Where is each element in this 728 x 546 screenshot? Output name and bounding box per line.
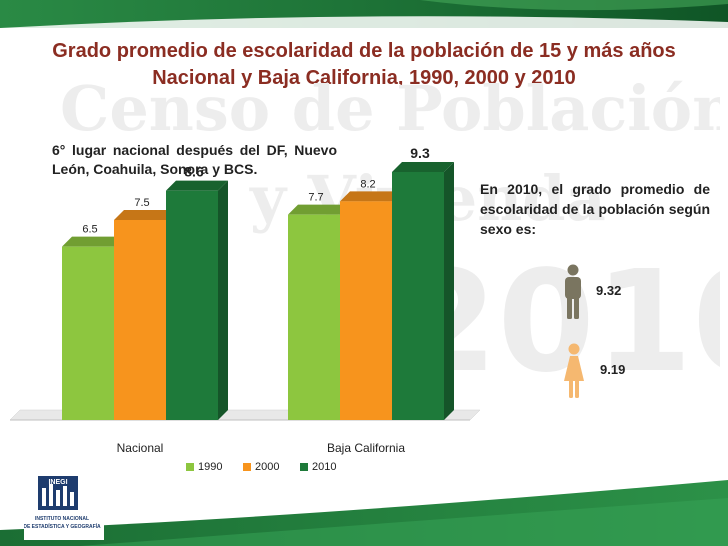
data-label-1-2000: 8.2 (360, 178, 375, 190)
data-label-1-1990: 7.7 (308, 192, 323, 204)
legend-swatch-1990 (186, 463, 194, 471)
female-value: 9.19 (600, 362, 626, 377)
watermark-line-1: Censo de Población (60, 72, 720, 145)
title-line-2: Nacional y Baja California, 1990, 2000 y… (152, 67, 576, 89)
bar-1-2000 (340, 191, 402, 420)
category-label-1: Baja California (327, 441, 405, 455)
ranking-note: 6° lugar nacional después del DF, Nuevo … (52, 142, 337, 177)
slide-title: Grado promedio de escolaridad de la pobl… (0, 38, 728, 92)
bar-0-2010 (166, 180, 228, 420)
category-label-0: Nacional (117, 441, 164, 455)
legend-label-2010: 2010 (312, 461, 336, 473)
legend-label-1990: 1990 (198, 461, 222, 473)
chart-legend: 1990 2000 2010 (186, 461, 336, 473)
inegi-logo: INEGI INSTITUTO NACIONAL DE ESTADÍSTICA … (24, 474, 104, 540)
logo-wordmark: INEGI (48, 479, 67, 486)
plot-area: 6.5 7.5 8.6 Nacional 7.7 8.2 9.3 Baja Californi… (9, 145, 481, 455)
header-band (0, 0, 728, 28)
title-line-1: Grado promedio de escolaridad de la pobl… (52, 40, 676, 62)
data-label-0-1990: 6.5 (82, 224, 97, 236)
male-value: 9.32 (596, 283, 622, 298)
data-label-0-2010: 8.6 (184, 164, 204, 180)
logo-caption-2: DE ESTADÍSTICA Y GEOGRAFÍA (24, 522, 101, 530)
legend-label-2000: 2000 (255, 461, 279, 473)
sex-breakdown-text: En 2010, el grado promedio de escolarida… (480, 181, 710, 237)
data-label-0-2000: 7.5 (134, 197, 149, 209)
legend-swatch-2000 (243, 463, 251, 471)
male-person-icon (565, 264, 581, 319)
footer-band (0, 480, 728, 546)
female-person-icon (564, 343, 584, 398)
data-label-1-2010: 9.3 (410, 145, 430, 161)
legend-swatch-2010 (300, 463, 308, 471)
bar-1-2010 (392, 162, 454, 420)
logo-caption-1: INSTITUTO NACIONAL (35, 516, 89, 522)
